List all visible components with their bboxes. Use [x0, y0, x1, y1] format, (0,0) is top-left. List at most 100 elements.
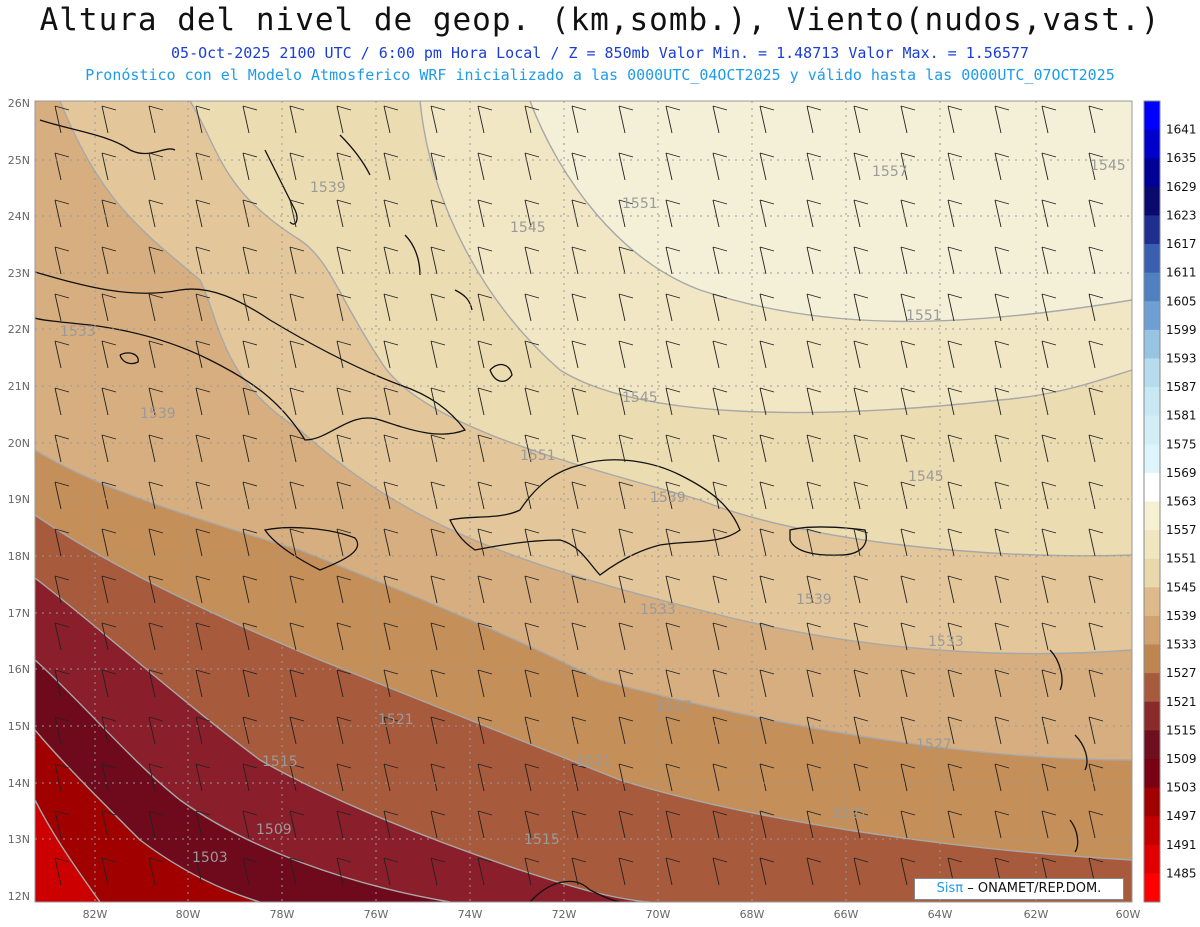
- puerto-rico-coast: [789, 526, 867, 556]
- wind-barb: [665, 669, 681, 698]
- band-1503: [35, 730, 260, 902]
- wind-barb: [618, 246, 634, 275]
- wind-barb: [524, 669, 540, 698]
- wind-barb: [524, 152, 540, 181]
- wind-barb: [477, 387, 493, 416]
- wind-barb: [806, 152, 822, 181]
- wind-barb: [195, 340, 211, 369]
- wind-barb: [712, 575, 728, 604]
- wind-barb: [900, 575, 916, 604]
- wind-barb: [947, 575, 963, 604]
- wind-barb: [759, 669, 775, 698]
- lat-label: 17N: [8, 607, 30, 620]
- wind-barb: [477, 763, 493, 792]
- colorbar-label: 1569: [1166, 466, 1197, 480]
- wind-barb: [947, 763, 963, 792]
- wind-barb: [195, 434, 211, 463]
- wind-barb: [712, 199, 728, 228]
- wind-barb: [618, 857, 634, 886]
- wind-barb: [900, 387, 916, 416]
- wind-barb: [900, 293, 916, 322]
- wind-barb: [524, 622, 540, 651]
- wind-barb: [242, 340, 258, 369]
- wind-barb: [148, 246, 164, 275]
- wind-barb: [994, 246, 1010, 275]
- wind-barb: [1088, 199, 1104, 228]
- wind-barb: [994, 622, 1010, 651]
- bahamas-1: [264, 149, 298, 225]
- wind-barb: [900, 152, 916, 181]
- contour-label: 1521: [576, 754, 612, 770]
- wind-barb: [54, 199, 70, 228]
- colorbar-labels: 1641 1635 1629 1623 1617 1611 1605 1599 1593 1587…: [1166, 123, 1197, 881]
- wind-barb: [336, 434, 352, 463]
- wind-barb: [101, 763, 117, 792]
- lat-lon-grid: [35, 101, 1132, 902]
- wind-barb: [900, 763, 916, 792]
- wind-barb: [101, 716, 117, 745]
- wind-barb: [1041, 481, 1057, 510]
- wind-barb: [242, 293, 258, 322]
- wind-barb: [994, 293, 1010, 322]
- wind-barb: [336, 763, 352, 792]
- wind-barb: [242, 575, 258, 604]
- wind-barb: [853, 199, 869, 228]
- colorbar-swatch: [1144, 701, 1160, 731]
- colorbar-label: 1485: [1166, 866, 1197, 880]
- wind-barb: [477, 434, 493, 463]
- wind-barb: [195, 575, 211, 604]
- wind-barb: [101, 387, 117, 416]
- wind-barb: [430, 716, 446, 745]
- wind-barb: [101, 575, 117, 604]
- lon-label: 68W: [740, 908, 765, 921]
- wind-barb: [1088, 669, 1104, 698]
- wind-barb: [618, 622, 634, 651]
- wind-barb: [947, 105, 963, 134]
- colorbar-label: 1617: [1166, 237, 1197, 251]
- lon-label: 64W: [928, 908, 953, 921]
- sispi-logo: Sisπ: [936, 881, 964, 896]
- colorbar-label: 1545: [1166, 580, 1197, 594]
- latitude-labels: 26N 25N 24N 23N 22N 21N 20N 19N 18N 17N …: [8, 97, 30, 903]
- wind-barb: [289, 810, 305, 839]
- lat-label: 20N: [8, 437, 30, 450]
- wind-barb: [430, 669, 446, 698]
- wind-barb: [54, 152, 70, 181]
- wind-barb: [853, 857, 869, 886]
- wind-barb: [430, 152, 446, 181]
- wind-barb: [665, 763, 681, 792]
- wind-barb: [900, 199, 916, 228]
- colorbar-label: 1629: [1166, 180, 1197, 194]
- wind-barb: [947, 387, 963, 416]
- colorbar-swatch: [1144, 244, 1160, 274]
- wind-barb: [524, 293, 540, 322]
- wind-barb: [571, 481, 587, 510]
- colorbar-swatch: [1144, 673, 1160, 703]
- wind-barb: [618, 575, 634, 604]
- colorbar-swatch: [1144, 129, 1160, 159]
- wind-barb: [383, 105, 399, 134]
- colorbar-label: 1521: [1166, 695, 1197, 709]
- wind-barb: [759, 152, 775, 181]
- wind-barb: [289, 716, 305, 745]
- wind-barb: [524, 716, 540, 745]
- south-america-coast: [529, 880, 621, 902]
- wind-barb: [242, 716, 258, 745]
- jamaica-coast: [263, 526, 359, 571]
- wind-barb: [665, 528, 681, 557]
- wind-barb: [900, 481, 916, 510]
- wind-barb: [571, 387, 587, 416]
- wind-barb: [383, 293, 399, 322]
- wind-barb: [806, 199, 822, 228]
- wind-barb: [618, 669, 634, 698]
- wind-barbs: [54, 105, 1104, 886]
- wind-barb: [242, 810, 258, 839]
- colorbar-swatch: [1144, 472, 1160, 502]
- wind-barb: [383, 857, 399, 886]
- wind-barb: [336, 481, 352, 510]
- wind-barb: [195, 293, 211, 322]
- wind-barb: [242, 481, 258, 510]
- colorbar-swatch: [1144, 158, 1160, 188]
- wind-barb: [383, 434, 399, 463]
- wind-barb: [712, 810, 728, 839]
